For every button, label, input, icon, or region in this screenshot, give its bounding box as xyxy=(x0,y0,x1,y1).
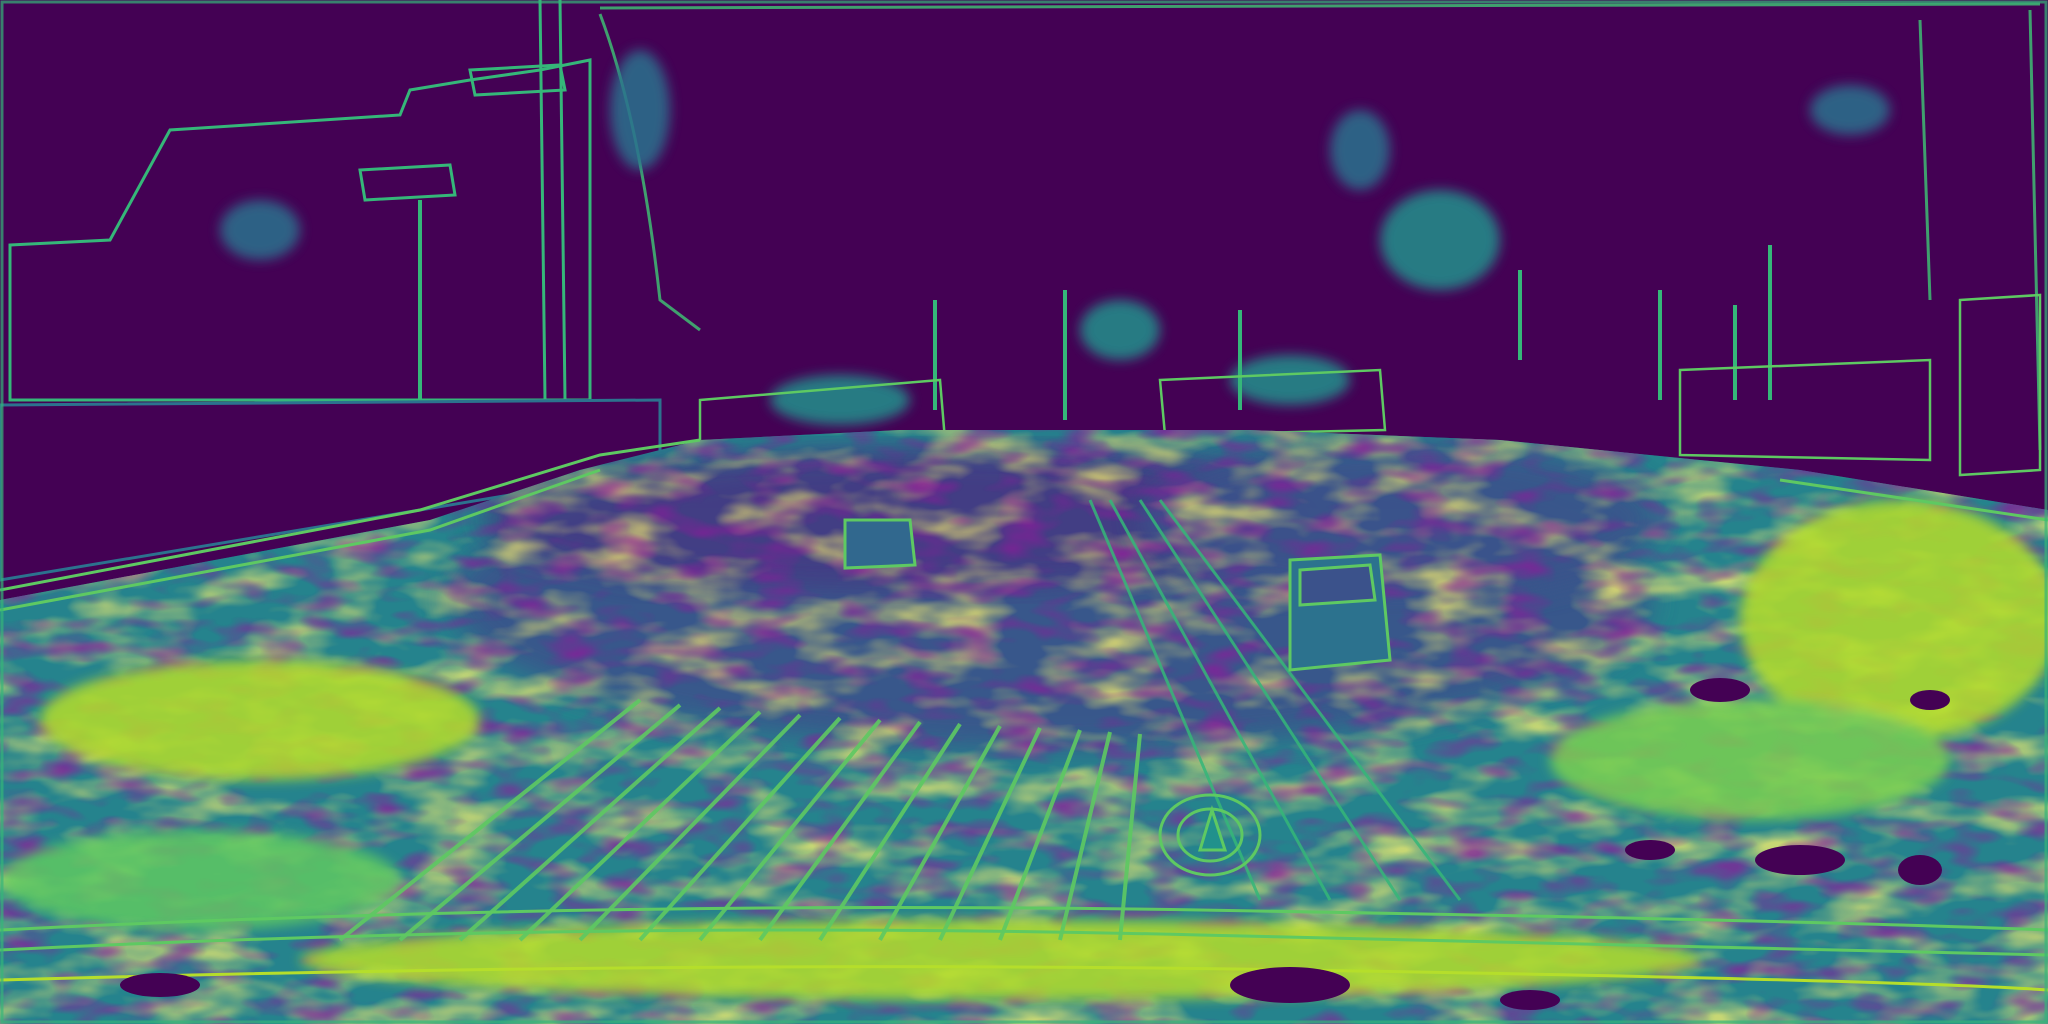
dark-holes xyxy=(120,678,1950,1010)
car-far xyxy=(843,518,917,570)
car-near xyxy=(1288,553,1392,672)
poles xyxy=(418,200,1772,420)
hood-ornament xyxy=(1158,793,1262,877)
contour-lines xyxy=(0,438,2048,992)
foliage-blobs xyxy=(220,50,1890,425)
crosswalk-stripes xyxy=(338,698,1142,942)
lane-lines xyxy=(1088,499,1462,901)
